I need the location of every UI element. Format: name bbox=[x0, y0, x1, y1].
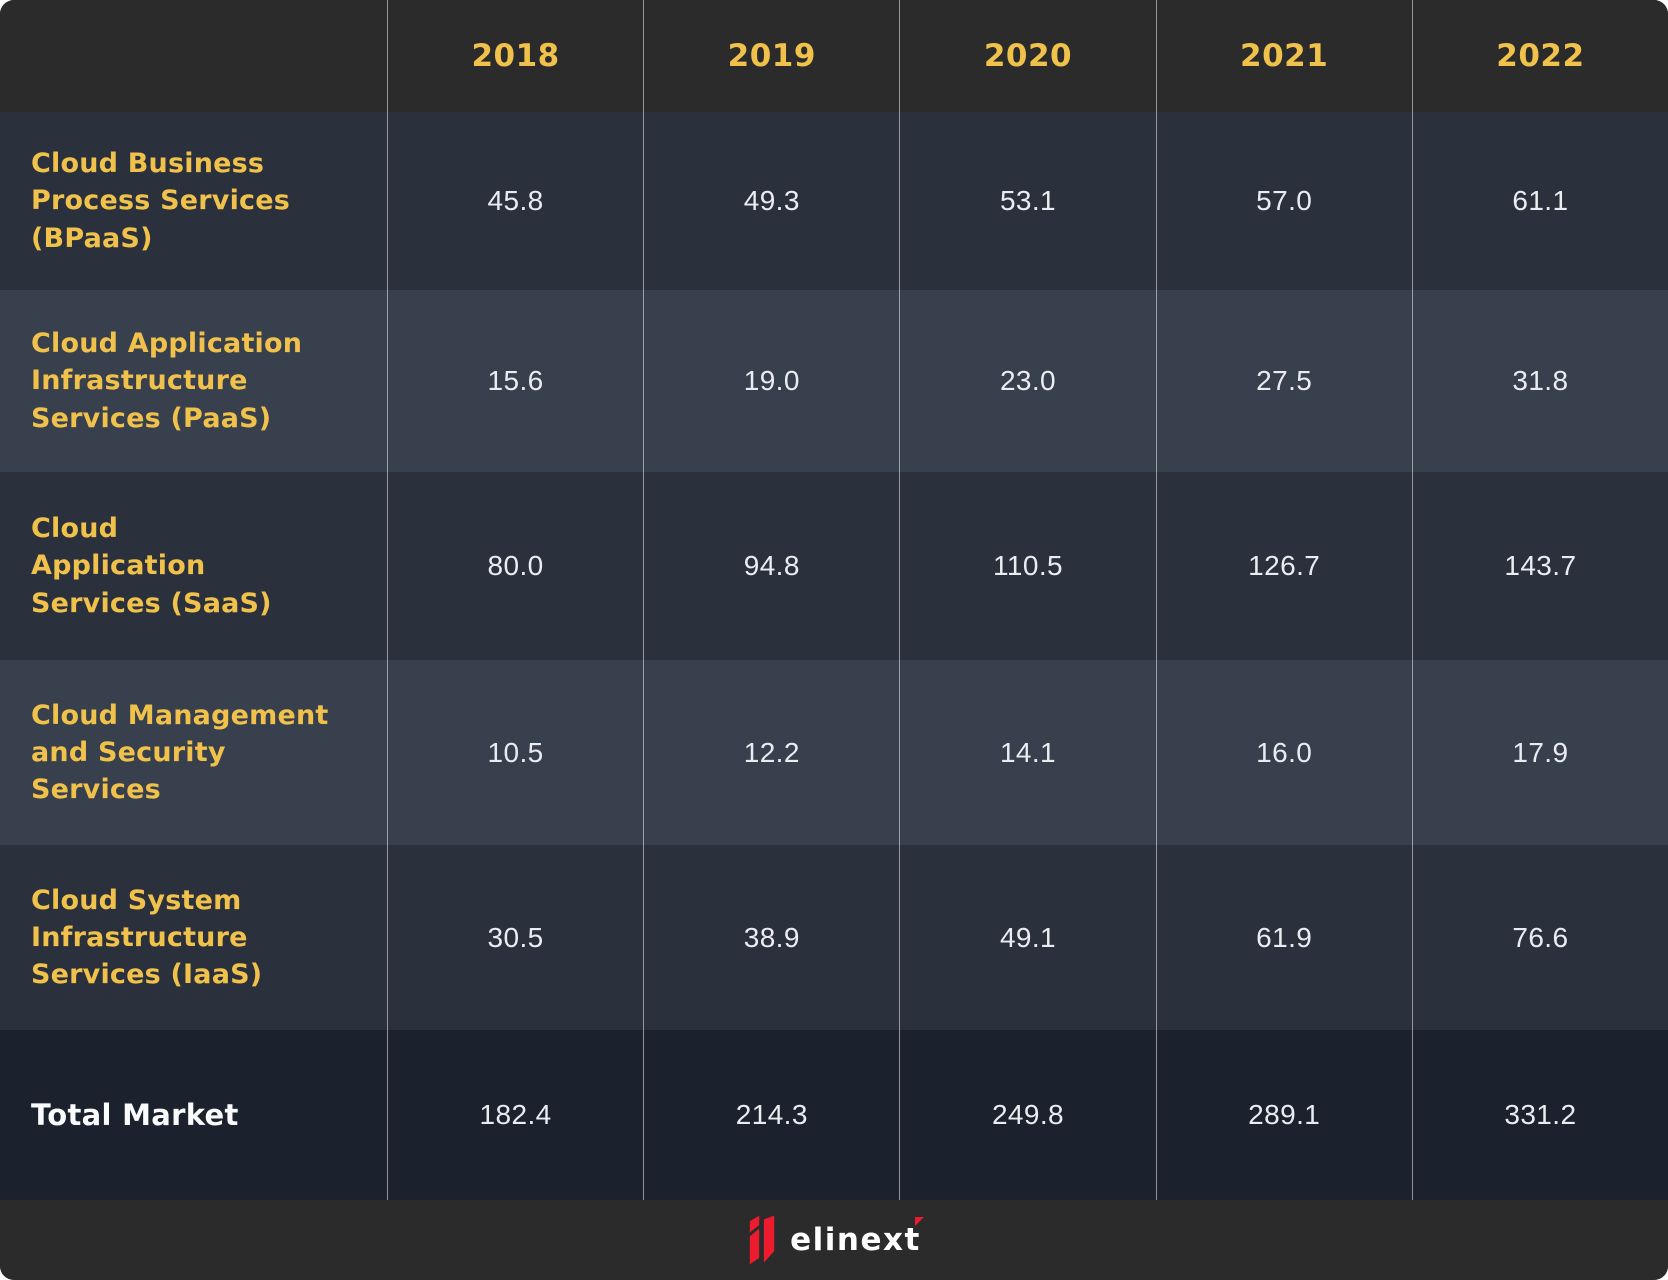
row-label: Cloud Application Services (SaaS) bbox=[31, 513, 272, 619]
total-label: Total Market bbox=[31, 1098, 239, 1132]
year-header-cell: 2021 bbox=[1155, 0, 1412, 112]
total-value: 214.3 bbox=[735, 1099, 808, 1130]
year-header-cell: 2022 bbox=[1411, 0, 1668, 112]
footer: elinex t bbox=[0, 1200, 1668, 1280]
total-value: 331.2 bbox=[1504, 1099, 1577, 1130]
table-header-row: 2018 2019 2020 2021 2022 bbox=[0, 0, 1668, 112]
total-value: 182.4 bbox=[479, 1099, 552, 1130]
value-cell: 143.7 bbox=[1411, 472, 1668, 660]
total-value-cell: 182.4 bbox=[387, 1030, 643, 1200]
table-row-total-market: Total Market 182.4 214.3 249.8 289.1 331… bbox=[0, 1030, 1668, 1200]
elinext-logo-icon bbox=[749, 1215, 775, 1265]
header-empty-cell bbox=[0, 0, 387, 112]
total-value: 289.1 bbox=[1248, 1099, 1321, 1130]
year-header: 2022 bbox=[1496, 38, 1585, 74]
value-cell: 76.6 bbox=[1411, 845, 1668, 1030]
total-value-cell: 289.1 bbox=[1155, 1030, 1412, 1200]
value-cell: 61.9 bbox=[1155, 845, 1412, 1030]
table-row-mgmt-security: Cloud Management and Security Services 1… bbox=[0, 660, 1668, 845]
cell-value: 27.5 bbox=[1256, 365, 1313, 396]
cell-value: 10.5 bbox=[487, 736, 544, 768]
row-label-cell: Cloud Application Services (SaaS) bbox=[0, 472, 387, 660]
row-label-cell: Cloud Business Process Services (BPaaS) bbox=[0, 112, 387, 290]
row-label: Cloud Business Process Services (BPaaS) bbox=[31, 148, 291, 254]
value-cell: 61.1 bbox=[1411, 112, 1668, 290]
value-cell: 14.1 bbox=[899, 660, 1155, 845]
wordmark-t-accent: t bbox=[904, 1216, 925, 1258]
cell-value: 61.1 bbox=[1512, 185, 1569, 216]
cell-value: 23.0 bbox=[999, 365, 1057, 396]
value-cell: 17.9 bbox=[1411, 660, 1668, 845]
value-cell: 53.1 bbox=[899, 112, 1155, 290]
cell-value: 57.0 bbox=[1256, 185, 1313, 216]
value-cell: 16.0 bbox=[1155, 660, 1412, 845]
value-cell: 49.1 bbox=[899, 845, 1155, 1030]
cell-value: 53.1 bbox=[999, 185, 1057, 216]
table-row-paas: Cloud Application Infrastructure Service… bbox=[0, 290, 1668, 472]
cell-value: 30.5 bbox=[487, 921, 544, 953]
value-cell: 30.5 bbox=[387, 845, 643, 1030]
row-label: Cloud Management and Security Services bbox=[31, 699, 329, 806]
year-header: 2019 bbox=[727, 38, 816, 74]
cell-value: 110.5 bbox=[992, 550, 1063, 581]
row-label: Cloud System Infrastructure Services (Ia… bbox=[31, 884, 263, 991]
elinext-wordmark: elinex t bbox=[790, 1216, 925, 1258]
row-label-cell: Cloud Management and Security Services bbox=[0, 660, 387, 845]
row-label-cell: Cloud Application Infrastructure Service… bbox=[0, 290, 387, 472]
table-row-iaas: Cloud System Infrastructure Services (Ia… bbox=[0, 845, 1668, 1030]
year-header: 2018 bbox=[471, 38, 560, 74]
total-value-cell: 214.3 bbox=[643, 1030, 899, 1200]
value-cell: 80.0 bbox=[387, 472, 643, 660]
row-label: Cloud Application Infrastructure Service… bbox=[31, 328, 303, 434]
total-value: 249.8 bbox=[991, 1099, 1065, 1130]
value-cell: 15.6 bbox=[387, 290, 643, 472]
total-value-cell: 249.8 bbox=[899, 1030, 1155, 1200]
wordmark-text: elinex bbox=[790, 1221, 905, 1258]
cell-value: 49.3 bbox=[743, 185, 800, 216]
year-header: 2020 bbox=[983, 38, 1073, 74]
value-cell: 126.7 bbox=[1155, 472, 1412, 660]
cell-value: 14.1 bbox=[999, 736, 1057, 768]
value-cell: 94.8 bbox=[643, 472, 899, 660]
value-cell: 10.5 bbox=[387, 660, 643, 845]
value-cell: 19.0 bbox=[643, 290, 899, 472]
value-cell: 12.2 bbox=[643, 660, 899, 845]
value-cell: 38.9 bbox=[643, 845, 899, 1030]
cell-value: 61.9 bbox=[1256, 921, 1313, 953]
total-label-cell: Total Market bbox=[0, 1030, 387, 1200]
year-header-cell: 2018 bbox=[387, 0, 643, 112]
year-header-cell: 2020 bbox=[899, 0, 1155, 112]
cell-value: 15.6 bbox=[487, 365, 544, 396]
value-cell: 31.8 bbox=[1411, 290, 1668, 472]
value-cell: 45.8 bbox=[387, 112, 643, 290]
cell-value: 49.1 bbox=[999, 921, 1057, 953]
cell-value: 17.9 bbox=[1512, 736, 1569, 768]
cell-value: 16.0 bbox=[1256, 736, 1313, 768]
value-cell: 49.3 bbox=[643, 112, 899, 290]
value-cell: 27.5 bbox=[1155, 290, 1412, 472]
total-value-cell: 331.2 bbox=[1411, 1030, 1668, 1200]
cell-value: 38.9 bbox=[743, 921, 800, 953]
row-label-cell: Cloud System Infrastructure Services (Ia… bbox=[0, 845, 387, 1030]
cell-value: 45.8 bbox=[487, 185, 544, 216]
value-cell: 57.0 bbox=[1155, 112, 1412, 290]
table-row-saas: Cloud Application Services (SaaS) 80.0 9… bbox=[0, 472, 1668, 660]
value-cell: 110.5 bbox=[899, 472, 1155, 660]
value-cell: 23.0 bbox=[899, 290, 1155, 472]
cell-value: 19.0 bbox=[743, 365, 800, 396]
cell-value: 80.0 bbox=[487, 550, 544, 581]
cell-value: 94.8 bbox=[743, 550, 800, 581]
year-header-cell: 2019 bbox=[643, 0, 899, 112]
year-header: 2021 bbox=[1240, 38, 1329, 74]
cell-value: 76.6 bbox=[1512, 921, 1569, 953]
cell-value: 143.7 bbox=[1504, 550, 1577, 581]
cell-value: 126.7 bbox=[1248, 550, 1321, 581]
cell-value: 12.2 bbox=[743, 736, 800, 768]
cell-value: 31.8 bbox=[1512, 365, 1569, 396]
table-row-bpaas: Cloud Business Process Services (BPaaS) … bbox=[0, 112, 1668, 290]
